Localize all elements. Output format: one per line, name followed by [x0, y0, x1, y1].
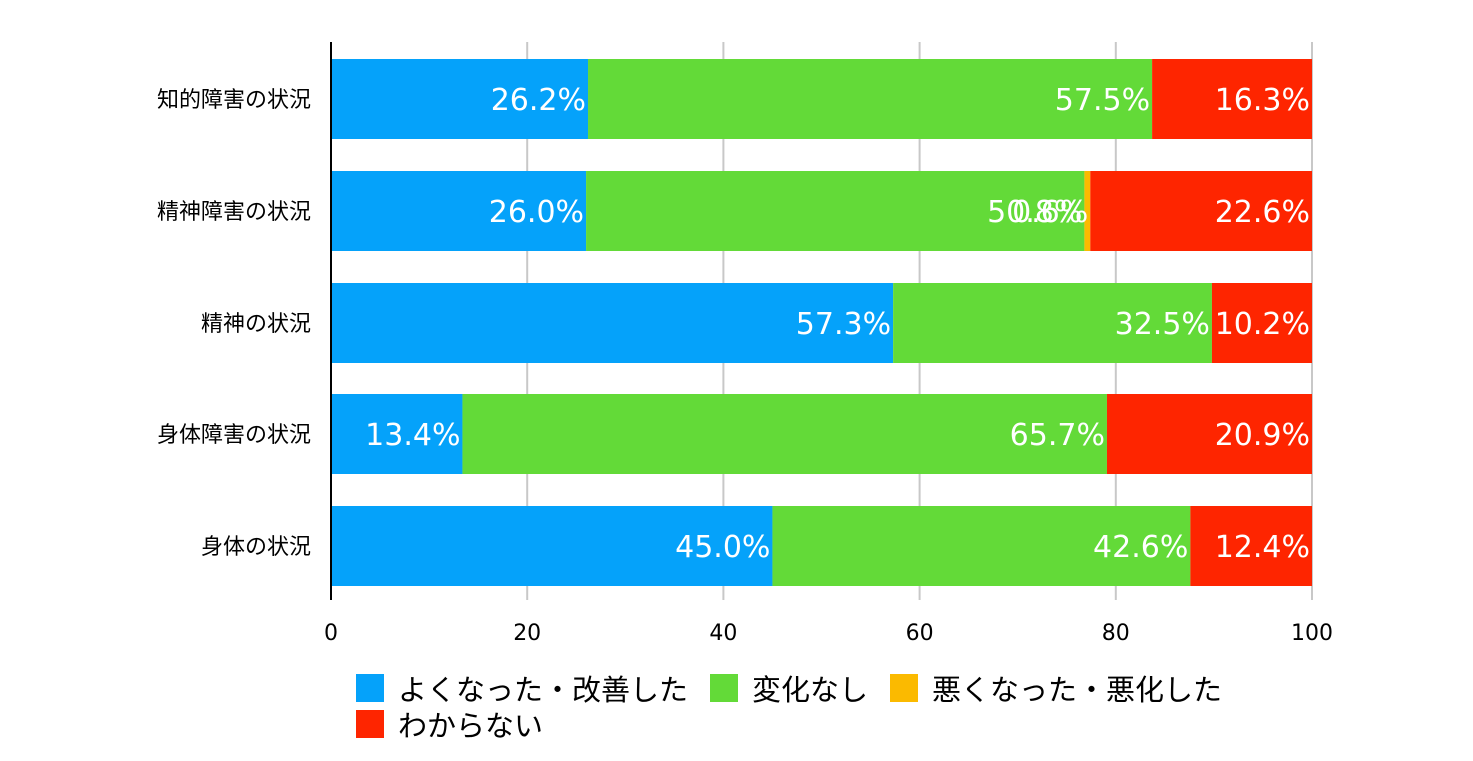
legend-swatch — [356, 674, 384, 702]
axes: 0 20 40 60 80 100 知的障害の状況精神障害の状況精神の状況身体障害の状況身体… — [157, 42, 1333, 646]
legend-label: 変化なし — [752, 673, 869, 707]
bar-segment — [586, 171, 1085, 251]
data-label: 32.5% — [1115, 307, 1210, 342]
data-labels: 26.2% 57.5% 16.3% 26.0% 50.8%0.6% 22.6% 57.3% 3… — [365, 83, 1310, 565]
category-label: 知的障害の状況 — [157, 88, 311, 113]
bar-segment — [893, 283, 1212, 363]
category-label: 身体障害の状況 — [157, 423, 311, 448]
data-label: 22.6% — [1215, 195, 1310, 230]
legend-item: よくなった・改善した — [356, 671, 688, 707]
x-tick-label: 60 — [906, 621, 934, 646]
bar-segment — [331, 171, 587, 251]
bar-segment — [1190, 506, 1312, 586]
data-label: 26.2% — [491, 83, 586, 118]
bar-segment — [1211, 283, 1312, 363]
data-label: 50.8% — [987, 195, 1082, 230]
bar-segment — [588, 59, 1153, 139]
data-label: 13.4% — [365, 418, 460, 453]
legend: よくなった・改善した 変化なし 悪くなった・悪化したわからない — [356, 671, 1356, 743]
bar-segment — [331, 59, 589, 139]
data-label: 65.7% — [1010, 418, 1105, 453]
bar-segment — [1084, 171, 1091, 251]
legend-item: 変化なし — [710, 671, 868, 707]
legend-label: よくなった・改善した — [398, 673, 689, 707]
x-tick-label: 40 — [709, 621, 737, 646]
legend-item: 悪くなった・悪化した — [890, 671, 1222, 707]
bar-segment — [331, 394, 463, 474]
legend-label: 悪くなった・悪化した — [932, 673, 1223, 707]
data-label: 16.3% — [1215, 83, 1310, 118]
bar-segment — [462, 394, 1107, 474]
data-label: 45.0% — [675, 530, 770, 565]
bar-segment — [1106, 394, 1312, 474]
data-label: 20.9% — [1215, 418, 1310, 453]
data-label: 26.0% — [489, 195, 584, 230]
legend-label: わからない — [398, 709, 544, 743]
category-label: 精神の状況 — [201, 312, 311, 337]
bars — [331, 59, 1312, 586]
x-tick-label: 100 — [1291, 621, 1333, 646]
x-tick-label: 0 — [324, 621, 338, 646]
data-label: 57.3% — [796, 307, 891, 342]
data-label: 0.6% — [1012, 195, 1088, 230]
category-label: 精神障害の状況 — [157, 200, 311, 225]
data-label: 12.4% — [1215, 530, 1310, 565]
bar-segment — [772, 506, 1191, 586]
data-label: 42.6% — [1093, 530, 1188, 565]
bar-segment — [1090, 171, 1312, 251]
data-label: 10.2% — [1215, 307, 1310, 342]
legend-swatch — [890, 674, 919, 702]
legend-item: わからない — [356, 707, 543, 743]
legend-swatch — [356, 710, 384, 738]
bar-segment — [331, 283, 894, 363]
bar-segment — [1152, 59, 1312, 139]
legend-swatch — [710, 674, 739, 702]
data-label: 57.5% — [1055, 83, 1150, 118]
x-tick-label: 80 — [1102, 621, 1130, 646]
x-tick-label: 20 — [513, 621, 541, 646]
bar-segment — [331, 506, 773, 586]
category-label: 身体の状況 — [201, 535, 311, 560]
